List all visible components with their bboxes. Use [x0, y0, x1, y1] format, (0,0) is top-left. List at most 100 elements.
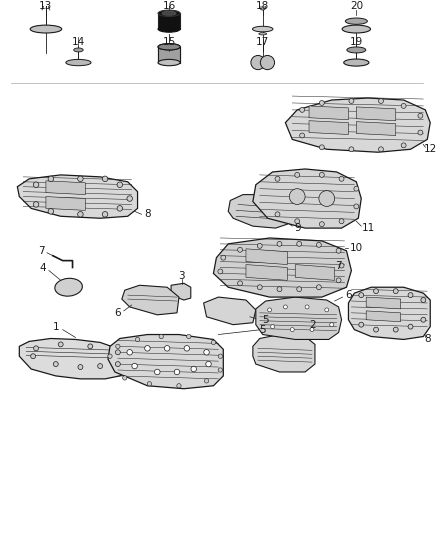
Circle shape	[221, 255, 226, 260]
Text: 16: 16	[162, 2, 176, 11]
Circle shape	[316, 285, 321, 290]
Circle shape	[290, 189, 305, 205]
Polygon shape	[213, 238, 351, 297]
Polygon shape	[19, 338, 130, 379]
Text: 7: 7	[38, 246, 44, 256]
Ellipse shape	[158, 59, 180, 66]
Polygon shape	[256, 297, 342, 340]
Text: 8: 8	[144, 209, 151, 219]
Circle shape	[418, 130, 423, 135]
Circle shape	[123, 376, 127, 380]
Polygon shape	[158, 13, 180, 29]
Circle shape	[319, 173, 324, 177]
Circle shape	[159, 334, 163, 338]
Ellipse shape	[344, 59, 369, 66]
Circle shape	[102, 176, 108, 182]
Text: 12: 12	[424, 144, 437, 154]
Text: 7: 7	[335, 261, 342, 271]
Polygon shape	[246, 249, 287, 264]
Text: 2: 2	[310, 320, 316, 330]
Circle shape	[295, 173, 300, 177]
Circle shape	[354, 186, 359, 191]
Circle shape	[305, 305, 309, 309]
Circle shape	[393, 327, 398, 332]
Circle shape	[349, 147, 354, 152]
Circle shape	[336, 278, 341, 283]
Circle shape	[218, 354, 223, 358]
Circle shape	[78, 212, 83, 217]
Polygon shape	[158, 47, 180, 62]
Circle shape	[393, 289, 398, 294]
Polygon shape	[357, 122, 396, 135]
Text: 15: 15	[162, 37, 176, 47]
Ellipse shape	[66, 59, 91, 66]
Circle shape	[260, 4, 266, 10]
Polygon shape	[357, 107, 396, 120]
Circle shape	[117, 182, 123, 188]
Circle shape	[58, 342, 63, 347]
Circle shape	[421, 317, 426, 322]
Text: 17: 17	[256, 37, 269, 47]
Circle shape	[127, 350, 132, 355]
Circle shape	[78, 176, 83, 182]
Ellipse shape	[259, 33, 267, 35]
Circle shape	[339, 219, 344, 224]
Circle shape	[53, 361, 58, 367]
Ellipse shape	[162, 45, 176, 49]
Circle shape	[108, 354, 112, 358]
Text: 14: 14	[72, 37, 85, 47]
Text: 5: 5	[262, 315, 269, 325]
Circle shape	[319, 222, 324, 227]
Circle shape	[300, 107, 304, 112]
Circle shape	[48, 176, 53, 182]
Circle shape	[115, 350, 120, 355]
Circle shape	[31, 354, 35, 359]
Circle shape	[206, 361, 211, 367]
Circle shape	[257, 285, 262, 290]
Circle shape	[297, 241, 302, 246]
Circle shape	[295, 219, 300, 224]
Polygon shape	[309, 120, 349, 134]
Ellipse shape	[162, 11, 176, 15]
Polygon shape	[309, 106, 349, 120]
Circle shape	[218, 269, 223, 274]
Circle shape	[204, 350, 209, 355]
Circle shape	[319, 191, 335, 206]
Ellipse shape	[252, 26, 273, 32]
Circle shape	[205, 378, 209, 383]
Ellipse shape	[345, 18, 367, 25]
Text: 9: 9	[294, 223, 300, 233]
Text: 3: 3	[179, 271, 185, 281]
Text: 6: 6	[345, 290, 352, 300]
Polygon shape	[122, 285, 179, 315]
Circle shape	[211, 340, 215, 344]
Circle shape	[418, 114, 423, 118]
Circle shape	[319, 145, 324, 150]
Circle shape	[260, 55, 275, 70]
Circle shape	[354, 204, 359, 209]
Circle shape	[408, 324, 413, 329]
Circle shape	[378, 99, 383, 103]
Circle shape	[336, 248, 341, 253]
Circle shape	[184, 345, 190, 351]
Polygon shape	[349, 287, 430, 340]
Polygon shape	[253, 335, 315, 372]
Circle shape	[401, 103, 406, 108]
Circle shape	[78, 365, 83, 369]
Text: 4: 4	[40, 263, 46, 272]
Ellipse shape	[55, 278, 82, 296]
Text: 6: 6	[115, 308, 121, 318]
Polygon shape	[204, 297, 256, 325]
Circle shape	[116, 344, 120, 349]
Text: 19: 19	[350, 37, 363, 47]
Text: 5: 5	[259, 325, 266, 335]
Circle shape	[145, 345, 150, 351]
Text: 1: 1	[53, 321, 59, 332]
Circle shape	[275, 212, 280, 217]
Circle shape	[218, 368, 223, 372]
Circle shape	[115, 361, 120, 367]
Circle shape	[401, 143, 406, 148]
Polygon shape	[228, 195, 290, 228]
Circle shape	[48, 208, 53, 214]
Circle shape	[283, 305, 287, 309]
